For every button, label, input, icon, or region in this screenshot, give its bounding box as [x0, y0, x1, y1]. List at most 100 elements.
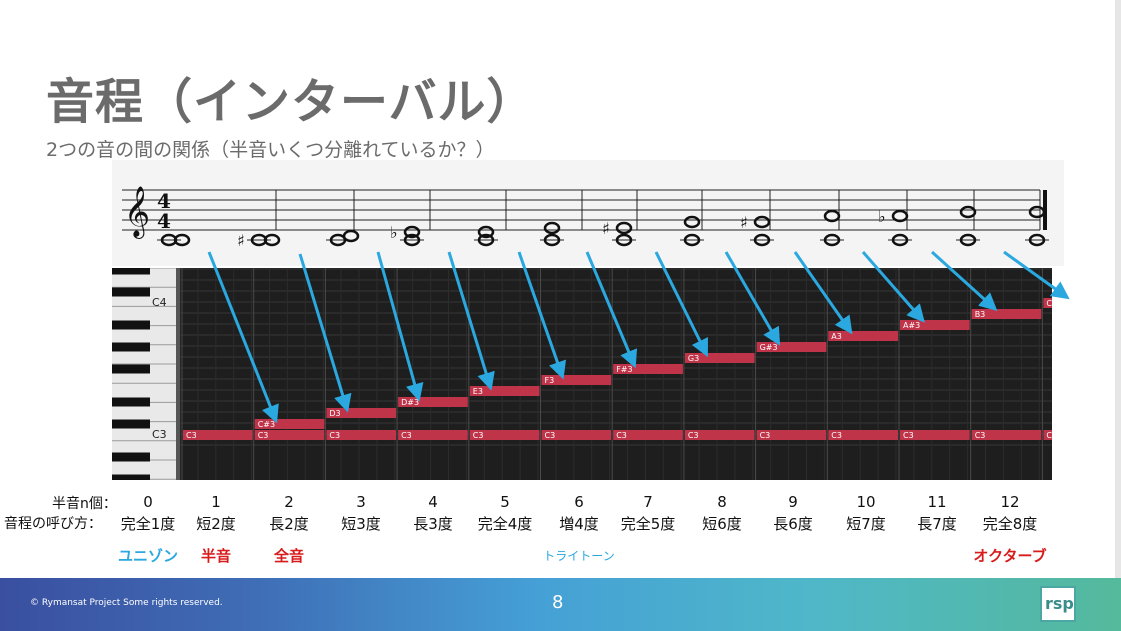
special-interval-label: トライトーン	[543, 549, 615, 563]
interval-note-bar	[684, 353, 755, 363]
interval-note-label: D3	[329, 409, 340, 418]
interval-note-label: D#3	[401, 398, 419, 407]
root-note-bar	[398, 430, 468, 440]
root-note-bar	[900, 430, 970, 440]
root-note-label: C3	[545, 431, 556, 440]
time-signature-top: 4	[157, 189, 171, 213]
slide-subtitle: 2つの音の間の関係（半音いくつ分離れているか？）	[46, 139, 495, 161]
interval-name: 長3度	[413, 515, 453, 533]
interval-note-bar	[541, 375, 612, 385]
interval-note-label: B3	[975, 310, 986, 319]
interval-note-bar	[971, 309, 1042, 319]
footer-bar: © Rymansat Project Some rights reserved.…	[0, 578, 1121, 631]
interval-name: 短3度	[341, 515, 381, 533]
root-note-head	[959, 233, 977, 247]
special-interval-label: ユニゾン	[117, 547, 179, 565]
interval-name: 完全5度	[620, 515, 676, 533]
root-note-bar	[684, 430, 755, 440]
root-note-bar	[541, 430, 612, 440]
semitone-count: 7	[643, 493, 653, 511]
interval-note-head	[891, 209, 909, 223]
page-number: 8	[552, 592, 564, 613]
slide-title: 音程（インターバル）	[46, 74, 536, 130]
final-bar-line	[1043, 190, 1047, 230]
black-key	[112, 342, 150, 352]
interval-name: 完全8度	[982, 515, 1038, 533]
interval-name: 増4度	[559, 515, 599, 533]
interval-name: 短7度	[846, 515, 886, 533]
semitone-count: 3	[356, 493, 366, 511]
root-note-label: C3	[903, 431, 914, 440]
root-note-bar	[756, 430, 827, 440]
interval-note-head	[753, 215, 771, 229]
root-note-label: C3	[616, 431, 627, 440]
keyboard	[112, 268, 180, 480]
interval-note-label: A#3	[903, 321, 920, 330]
treble-clef-icon: 𝄞	[124, 186, 150, 239]
time-signature-bottom: 4	[157, 209, 171, 233]
root-note-head	[683, 233, 701, 247]
piano-roll: C3 C4 C3 C3 C#3 C3 D3 C3 D#3 C3 E3 C3 F3 C3 F#3 C3 G3 C3 G…	[112, 268, 1052, 480]
interval-name: 短2度	[196, 515, 236, 533]
interval-name: 長7度	[917, 515, 957, 533]
c4-key-label: C4	[152, 296, 167, 309]
semitone-count: 6	[574, 493, 584, 511]
accidental-icon: ♯	[602, 219, 610, 238]
interval-note-head	[615, 221, 633, 235]
semitone-count: 5	[500, 493, 510, 511]
interval-note-bar	[326, 408, 397, 418]
roll-background	[112, 268, 1052, 480]
interval-note-bar	[398, 397, 468, 407]
root-note-label: C3	[473, 431, 484, 440]
root-note-label: C3	[1046, 431, 1052, 440]
interval-note-bar	[469, 386, 540, 396]
root-note-bar	[828, 430, 898, 440]
copyright-text: © Rymansat Project Some rights reserved.	[30, 598, 223, 608]
interval-note-head	[477, 225, 495, 239]
interval-note-label: F3	[545, 376, 555, 385]
semitone-count: 2	[284, 493, 294, 511]
root-note-head	[477, 233, 495, 247]
root-note-label: C3	[401, 431, 412, 440]
music-score: 𝄞 44 ♯ ♭ ♯ ♯ ♭	[112, 160, 1064, 266]
accidental-icon: ♯	[740, 213, 748, 232]
interval-note-head	[342, 229, 360, 243]
interval-note-head	[959, 205, 977, 219]
interval-note-bar	[756, 342, 827, 352]
interval-note-head	[173, 233, 191, 247]
semitone-count: 4	[428, 493, 438, 511]
interval-note-bar	[828, 331, 898, 341]
semitone-row-label: 半音n個：	[52, 496, 117, 512]
black-key	[112, 364, 150, 374]
special-interval-label: 半音	[200, 547, 232, 565]
c3-key-label: C3	[152, 428, 167, 441]
interval-note-head	[403, 225, 421, 239]
interval-note-head	[1028, 205, 1046, 219]
interval-note-label: G#3	[760, 343, 778, 352]
root-note-head	[891, 233, 909, 247]
root-note-head	[753, 233, 771, 247]
accidental-icon: ♭	[878, 207, 886, 226]
interval-note-bar	[613, 364, 683, 374]
semitone-count: 12	[1000, 493, 1020, 511]
black-key	[112, 452, 150, 462]
accidental-icon: ♭	[390, 223, 398, 242]
root-note-bar	[254, 430, 325, 440]
root-note-label: C3	[186, 431, 197, 440]
interval-note-head	[263, 233, 281, 247]
logo-text: rsp	[1045, 594, 1074, 613]
interval-note-label: G3	[688, 354, 699, 363]
interval-note-label: C#3	[258, 420, 275, 429]
root-note-bar	[183, 430, 253, 440]
black-key	[112, 287, 150, 297]
accidental-icon: ♯	[237, 231, 245, 250]
special-interval-label: オクターブ	[973, 547, 1047, 565]
black-key	[112, 474, 150, 480]
root-note-bar	[971, 430, 1042, 440]
root-note-label: C3	[975, 431, 986, 440]
interval-name: 長2度	[269, 515, 309, 533]
root-note-bar	[326, 430, 397, 440]
interval-note-bar	[254, 419, 325, 429]
rsp-logo: rsp	[1040, 586, 1076, 622]
interval-name-row-label: 音程の呼び方：	[4, 516, 102, 532]
